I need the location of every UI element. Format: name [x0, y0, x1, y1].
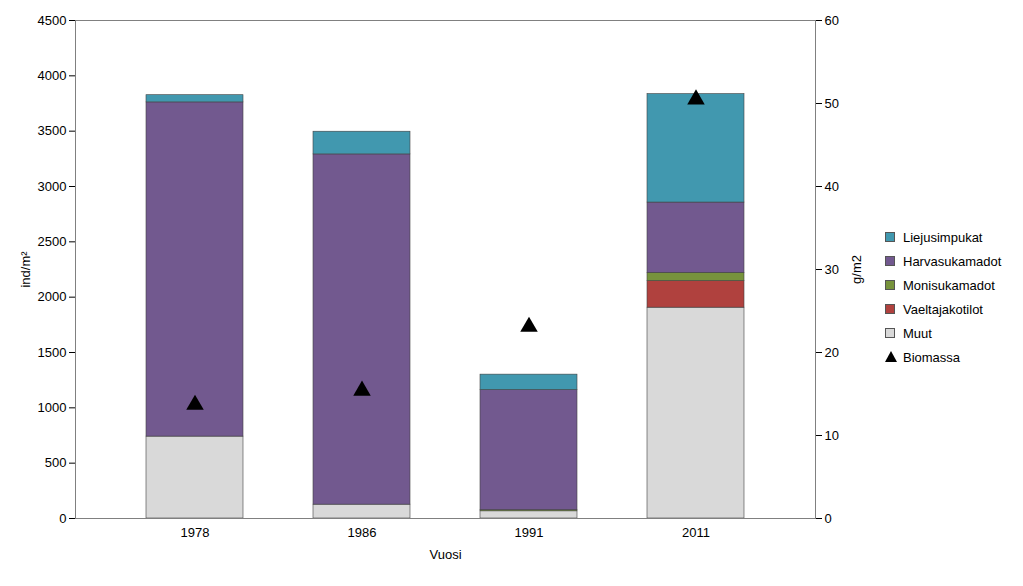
- svg-text:50: 50: [825, 96, 839, 111]
- svg-text:1978: 1978: [181, 525, 210, 540]
- html-text:Monisukamadot: Monisukamadot: [903, 277, 995, 293]
- svg-text:20: 20: [825, 345, 839, 360]
- svg-text:40: 40: [825, 179, 839, 194]
- svg-text:60: 60: [825, 13, 839, 28]
- svg-text:1986: 1986: [348, 525, 377, 540]
- html-text:Liejusimpukat: Liejusimpukat: [903, 229, 983, 245]
- svg-text:2000: 2000: [38, 289, 67, 304]
- svg-text:4500: 4500: [38, 13, 67, 28]
- svg-text:2500: 2500: [38, 234, 67, 249]
- svg-text:Vuosi: Vuosi: [429, 547, 461, 562]
- svg-text:1991: 1991: [515, 525, 544, 540]
- svg-text:10: 10: [825, 428, 839, 443]
- svg-text:3500: 3500: [38, 123, 67, 138]
- svg-text:1000: 1000: [38, 400, 67, 415]
- html-text:Muut: Muut: [903, 325, 932, 341]
- html-text:Biomassa: Biomassa: [903, 349, 961, 365]
- svg-text:4000: 4000: [38, 68, 67, 83]
- html-text:Vaeltajakotilot: Vaeltajakotilot: [903, 301, 983, 317]
- svg-text:500: 500: [45, 455, 67, 470]
- svg-text:3000: 3000: [38, 179, 67, 194]
- svg-text:ind/m²: ind/m²: [18, 251, 33, 288]
- svg-text:0: 0: [825, 511, 832, 526]
- svg-text:1500: 1500: [38, 345, 67, 360]
- svg-text:2011: 2011: [682, 525, 710, 540]
- svg-text:30: 30: [825, 262, 839, 277]
- svg-text:g/m2: g/m2: [849, 255, 864, 284]
- svg-text:0: 0: [59, 511, 66, 526]
- html-text:Harvasukamadot: Harvasukamadot: [903, 253, 1002, 269]
